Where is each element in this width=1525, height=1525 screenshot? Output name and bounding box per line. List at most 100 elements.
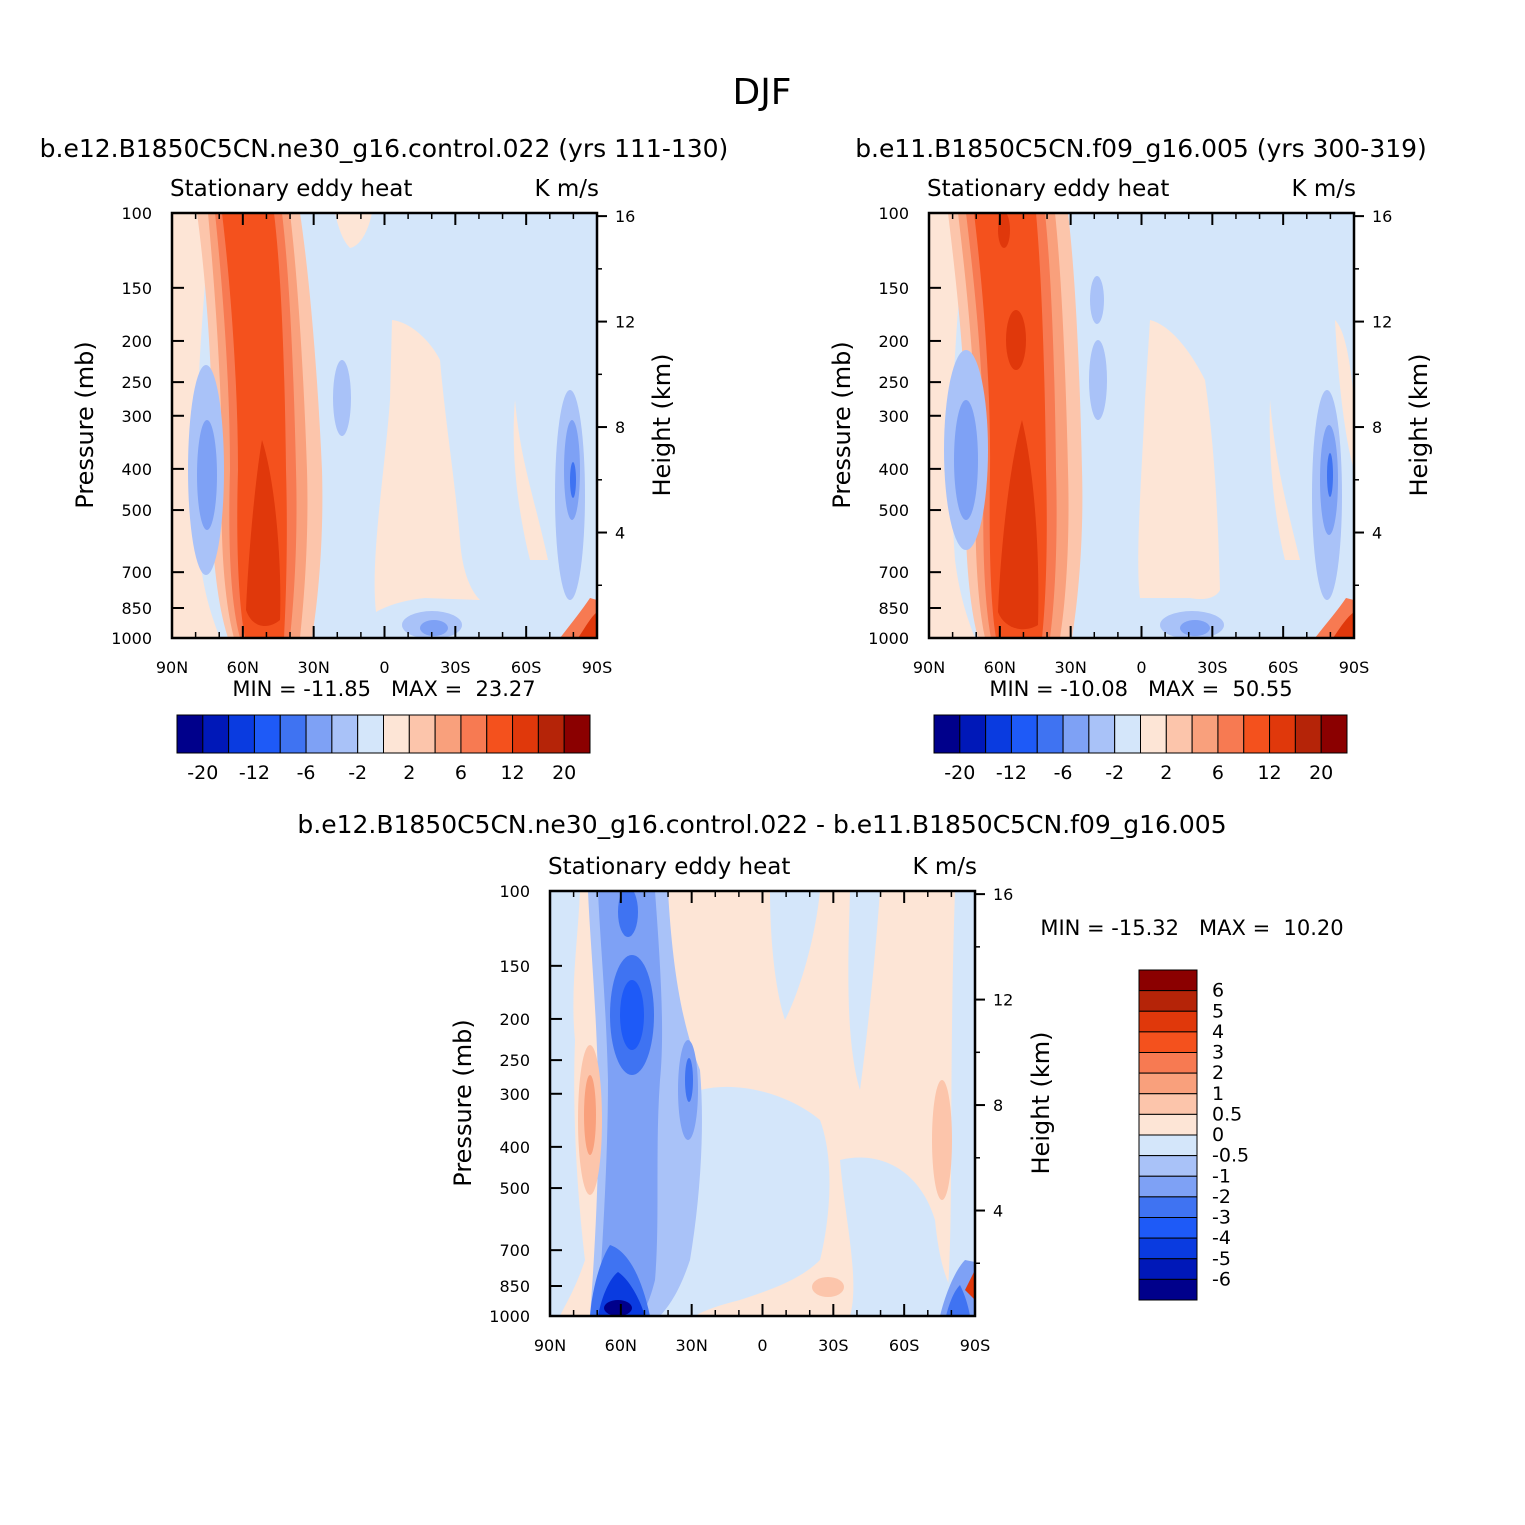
x-tick-label: 60S [889,1336,920,1355]
colorbar-box [331,714,359,754]
colorbar: -20 -12 -6 -2 2 6 12 20 [933,714,1348,784]
x-tick-label: 60S [511,658,542,677]
x-tick-label: 0 [757,1336,767,1355]
colorbar-label: 6 [1212,980,1224,1002]
contour-weak-positive-subtropics [1138,320,1220,600]
colorbar-box [357,714,384,754]
colorbar-box [1269,714,1296,754]
y-tick-label: 1000 [111,629,152,648]
y-tick-label: 400 [121,460,152,479]
colorbar-box [176,714,204,754]
y2-tick-label: 8 [993,1096,1003,1115]
y-axis: 100 150 200 250 300 400 500 700 850 1000 [111,204,184,648]
contour-negative-midlat-core [685,1058,693,1102]
colorbar-label: -2 [348,762,367,784]
contour-field [172,213,597,638]
colorbar-box [1138,1155,1198,1177]
colorbar-box [1320,714,1348,754]
y2-tick-label: 12 [993,991,1013,1010]
colorbar-box [1138,990,1198,1012]
x-tick-label: 60N [227,658,259,677]
colorbar-label: 0.5 [1212,1103,1242,1125]
y-tick-label: 400 [878,460,909,479]
x-tick-label: 90N [913,658,945,677]
colorbar-label: -0.5 [1212,1145,1249,1167]
contour-positive-antarctic-surface [965,1270,975,1300]
y2-axis: 16 12 8 4 [597,207,635,587]
x-tick-label: 90S [582,658,613,677]
left-string: Stationary eddy heat [548,854,790,880]
colorbar-label: -1 [1212,1165,1231,1187]
colorbar-label: -2 [1105,762,1124,784]
contour-positive-high-lat-core [584,1075,596,1155]
colorbar-box [959,714,987,754]
x-tick-label: 60S [1268,658,1299,677]
colorbar-label: 2 [1212,1062,1224,1084]
x-tick-label: 90S [960,1336,991,1355]
y-tick-label: 100 [499,882,530,901]
y-tick-label: 500 [878,501,909,520]
contour-negative-upper-inner [620,980,644,1050]
y2-tick-label: 8 [615,418,625,437]
colorbar-label: 4 [1212,1021,1224,1043]
contour-jet-inner-core [246,440,281,626]
colorbar-label: -20 [944,762,975,784]
colorbar-box [1138,1278,1198,1301]
colorbar-box [460,714,488,754]
y-tick-label: 200 [121,332,152,351]
y-axis-label: Pressure (mb) [449,1019,477,1186]
x-tick-label: 30N [676,1336,708,1355]
colorbar-box [1217,714,1245,754]
colorbar-box [1138,1237,1198,1260]
colorbar-box [1138,1134,1198,1157]
y-tick-label: 700 [499,1241,530,1260]
x-axis: 90N 60N 30N 0 30S 60S 90S [156,213,612,677]
y-axis: 100 150 200 250 300 400 500 700 850 1000 [868,204,941,648]
contour-weak-positive-far-south [1335,320,1354,470]
contour-positive-antarctic-surface-core [578,612,597,638]
colorbar: -20 -12 -6 -2 2 6 12 20 [176,714,591,784]
x-tick-label: 30S [1197,658,1228,677]
colorbar-label: 6 [455,762,467,784]
y2-axis: 16 12 8 4 [975,885,1013,1265]
colorbar-label: 20 [1309,762,1333,784]
y-tick-label: 250 [121,373,152,392]
colorbar-box [1088,714,1116,754]
contour-negative-high-lat-core [197,420,217,530]
colorbar-label: 12 [500,762,524,784]
colorbar-box [1294,714,1322,754]
y-tick-label: 250 [878,373,909,392]
left-string: Stationary eddy heat [170,176,412,202]
y-axis-label: Pressure (mb) [71,341,99,508]
x-tick-label: 90N [534,1336,566,1355]
figure-title: DJF [732,72,791,113]
colorbar-box [1140,714,1167,754]
colorbar-box [1138,969,1198,992]
colorbar-box [1138,1175,1198,1198]
x-tick-label: 60N [984,658,1016,677]
colorbar-label: 3 [1212,1042,1224,1064]
x-tick-label: 30N [298,658,330,677]
colorbar-label: -6 [297,762,316,784]
colorbar-label: -4 [1212,1227,1231,1249]
panel-f09: b.e11.B1850C5CN.f09_g16.005 (yrs 300-319… [828,134,1433,784]
y-tick-label: 1000 [868,629,909,648]
y-tick-label: 500 [121,501,152,520]
colorbar-label: 1 [1212,1083,1224,1105]
contour-negative-antarctic-band [945,891,975,1316]
y-tick-label: 100 [878,204,909,223]
colorbar-box [1138,1217,1198,1239]
y-axis: 100 150 200 250 300 400 500 700 850 1000 [489,882,562,1326]
contour-negative-tropics-upper [770,891,820,1020]
contour-negative-antarctic-inner [1327,453,1333,497]
colorbar-box [1138,1196,1198,1218]
colorbar-box [1036,714,1064,754]
colorbar-label: -20 [187,762,218,784]
y2-tick-label: 16 [1372,207,1392,226]
contour-negative-lower-core [420,620,448,636]
y-tick-label: 700 [121,563,152,582]
colorbar-box [202,714,230,754]
contour-field [550,891,975,1316]
x-tick-label: 90S [1339,658,1370,677]
